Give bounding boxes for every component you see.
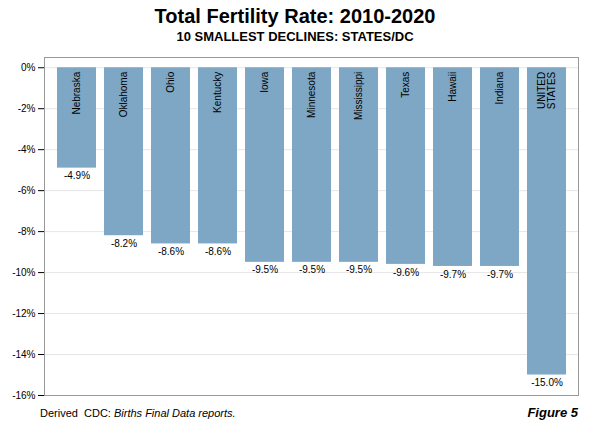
- html-text:10 SMALLEST DECLINES: STATES/D: 10 SMALLEST DECLINES: STATES/DC: [176, 29, 414, 44]
- svg-text:-9.7%: -9.7%: [487, 269, 513, 280]
- svg-text:Ohio: Ohio: [165, 71, 176, 93]
- html-text:Total Fertility Rate: 2010-202: Total Fertility Rate: 2010-2020: [154, 5, 436, 27]
- svg-text:-4%: -4%: [18, 144, 36, 155]
- svg-text:Kentucky: Kentucky: [212, 72, 223, 113]
- svg-text:-8.6%: -8.6%: [205, 246, 231, 257]
- svg-text:-9.7%: -9.7%: [440, 269, 466, 280]
- svg-text:-8%: -8%: [18, 226, 36, 237]
- svg-text:-14%: -14%: [12, 349, 35, 360]
- svg-text:0%: 0%: [21, 62, 36, 73]
- svg-text:-12%: -12%: [12, 308, 35, 319]
- svg-text:UNITEDSTATES: UNITEDSTATES: [536, 71, 557, 109]
- svg-text:Iowa: Iowa: [259, 71, 270, 93]
- svg-text:Hawaii: Hawaii: [447, 72, 458, 102]
- html-text:Figure 5: Figure 5: [527, 405, 578, 420]
- svg-text:-4.9%: -4.9%: [64, 170, 90, 181]
- svg-text:Texas: Texas: [400, 72, 411, 98]
- svg-text:-10%: -10%: [12, 267, 35, 278]
- svg-text:Indiana: Indiana: [494, 71, 505, 104]
- svg-text:-9.5%: -9.5%: [346, 264, 372, 275]
- svg-text:-6%: -6%: [18, 185, 36, 196]
- svg-text:-2%: -2%: [18, 103, 36, 114]
- svg-text:Nebraska: Nebraska: [71, 71, 82, 114]
- svg-text:-8.6%: -8.6%: [158, 246, 184, 257]
- html-text:Derived CDC: Births Final Data: Derived CDC: Births Final Data reports.: [40, 407, 236, 419]
- svg-text:Oklahoma: Oklahoma: [118, 71, 129, 117]
- svg-text:-9.5%: -9.5%: [252, 264, 278, 275]
- svg-text:-8.2%: -8.2%: [111, 238, 137, 249]
- svg-text:-15.0%: -15.0%: [531, 377, 563, 388]
- svg-text:-9.5%: -9.5%: [299, 264, 325, 275]
- svg-text:-9.6%: -9.6%: [393, 266, 419, 277]
- svg-text:-16%: -16%: [12, 390, 35, 401]
- svg-text:Mississippi: Mississippi: [353, 72, 364, 120]
- svg-text:Minnesota: Minnesota: [306, 71, 317, 118]
